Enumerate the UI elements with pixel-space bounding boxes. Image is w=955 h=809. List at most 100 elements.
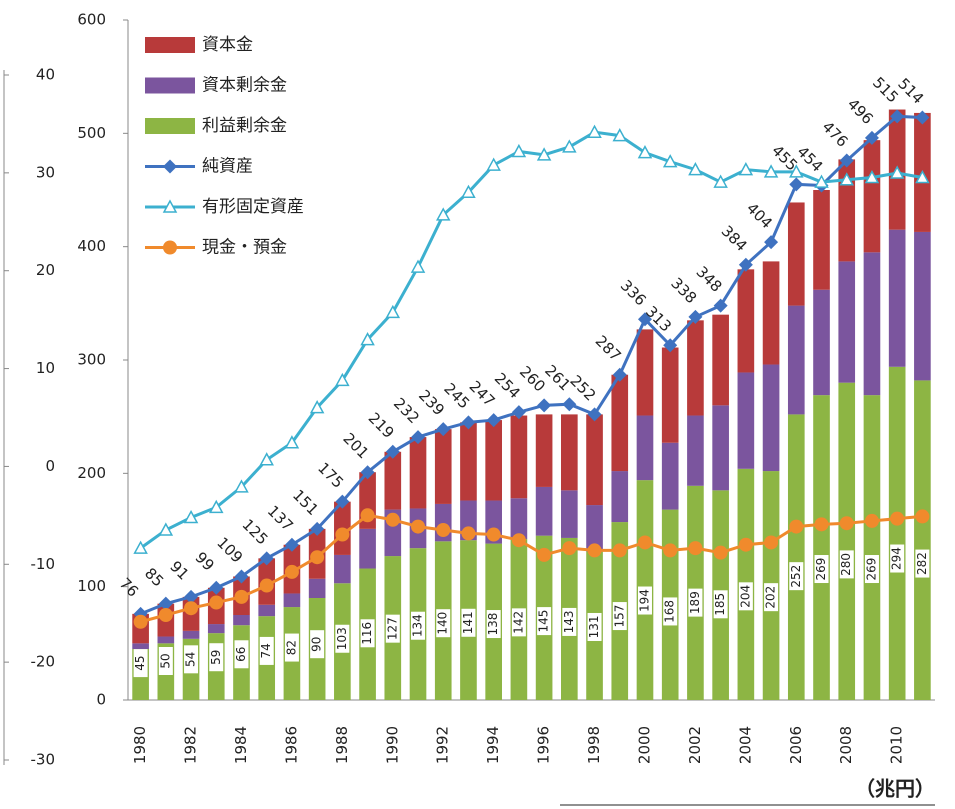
marker <box>461 526 476 541</box>
data-label: 261 <box>541 361 574 394</box>
marker <box>637 145 653 159</box>
bar <box>914 231 931 381</box>
marker <box>789 519 804 534</box>
bar <box>460 422 477 501</box>
marker <box>385 444 400 459</box>
marker <box>209 580 224 595</box>
bar <box>888 366 906 700</box>
value-label: 116 <box>360 622 374 645</box>
bar <box>611 471 629 523</box>
value-label: 269 <box>864 558 878 581</box>
data-label: 496 <box>844 95 877 128</box>
marker <box>486 157 501 171</box>
marker <box>183 509 199 524</box>
marker <box>436 523 451 537</box>
value-label-bg <box>360 619 375 648</box>
marker <box>587 543 602 558</box>
bar <box>586 414 603 506</box>
marker <box>789 177 804 192</box>
marker <box>763 164 779 178</box>
marker <box>335 527 350 542</box>
marker <box>663 543 678 558</box>
bar <box>661 442 679 510</box>
bar <box>838 261 856 383</box>
bar <box>434 429 452 504</box>
marker <box>537 398 552 413</box>
marker <box>890 511 905 526</box>
marker <box>486 527 501 542</box>
marker <box>209 499 224 514</box>
marker <box>259 551 274 566</box>
bar <box>737 372 755 469</box>
bar <box>838 382 856 700</box>
line <box>139 130 923 550</box>
marker <box>511 533 526 548</box>
marker <box>814 517 829 532</box>
value-label: 269 <box>814 558 828 581</box>
bar <box>661 347 679 443</box>
value-label-bg <box>814 555 829 584</box>
data-label: 175 <box>314 459 347 492</box>
value-label: 189 <box>688 591 702 614</box>
bar <box>182 630 200 639</box>
data-label: 109 <box>213 534 246 567</box>
marker <box>688 309 703 324</box>
value-label-bg <box>890 544 905 573</box>
marker <box>461 415 476 430</box>
legend-label: 現金・預金 <box>202 238 287 258</box>
x-tick-label: 2008 <box>837 726 855 764</box>
y2-tick-label: 0 <box>45 457 55 475</box>
value-label: 54 <box>184 652 198 667</box>
marker <box>738 162 754 176</box>
marker <box>688 541 703 556</box>
marker <box>662 154 678 168</box>
marker <box>209 595 224 610</box>
value-label: 74 <box>259 643 273 658</box>
value-label-bg <box>259 636 274 665</box>
marker <box>562 139 577 153</box>
marker <box>738 257 753 272</box>
value-label-bg <box>713 590 728 619</box>
bar <box>762 261 780 365</box>
value-label: 140 <box>436 612 450 635</box>
bar <box>157 636 175 644</box>
marker <box>310 550 325 565</box>
bar <box>813 395 830 700</box>
value-label-bg <box>310 630 325 659</box>
value-label-bg <box>486 610 501 639</box>
value-label: 50 <box>158 653 172 668</box>
value-label: 143 <box>562 610 576 633</box>
legend-label: 資本剰余金 <box>202 76 287 96</box>
value-label-bg <box>209 643 224 672</box>
x-tick-label: 1996 <box>535 726 553 764</box>
marker <box>814 174 829 188</box>
marker <box>461 184 476 199</box>
value-label-bg <box>411 611 426 640</box>
marker <box>915 110 930 125</box>
y2-tick-label: -10 <box>31 555 56 573</box>
marker <box>158 522 174 536</box>
x-tick-label: 2002 <box>686 726 704 764</box>
value-label-bg <box>133 649 148 678</box>
marker <box>385 512 400 527</box>
x-tick-label: 1982 <box>182 726 200 764</box>
x-tick-label: 2010 <box>888 726 906 764</box>
data-label: 476 <box>819 118 852 151</box>
marker <box>184 601 199 616</box>
marker <box>310 521 325 536</box>
marker <box>335 494 350 509</box>
marker <box>637 312 652 327</box>
value-label-bg <box>234 640 249 669</box>
data-label: 338 <box>667 274 700 307</box>
value-label-bg <box>511 608 526 637</box>
y-tick-label: 400 <box>77 237 106 255</box>
marker <box>738 537 753 552</box>
marker <box>360 332 375 346</box>
x-tick-label: 1990 <box>383 726 401 764</box>
bar <box>888 229 906 367</box>
value-label-bg <box>839 550 854 579</box>
marker <box>562 397 577 412</box>
y-tick-label: 0 <box>96 691 106 709</box>
value-label: 202 <box>764 586 778 609</box>
